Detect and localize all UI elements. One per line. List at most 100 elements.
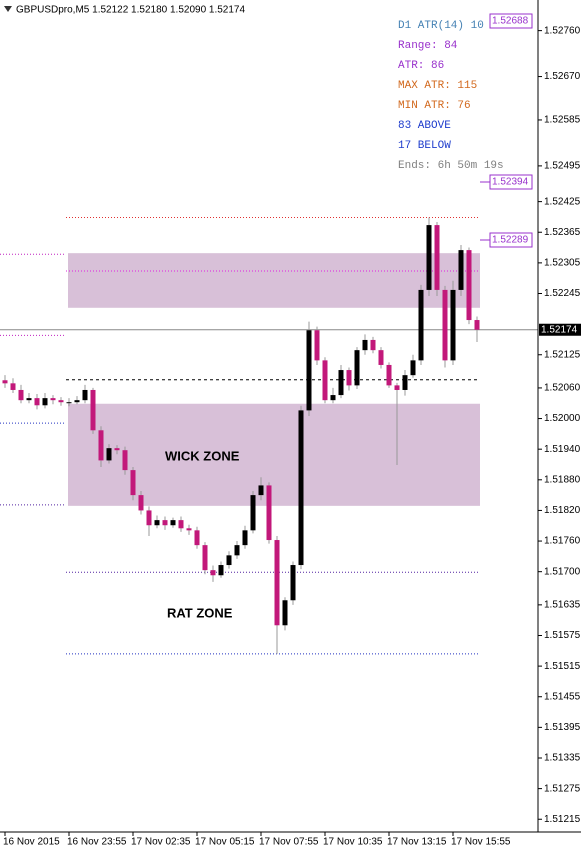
x-tick-label: 17 Nov 13:15 — [387, 837, 447, 848]
candle-body — [202, 545, 208, 571]
candle-body — [314, 330, 320, 361]
candle-body — [50, 398, 56, 401]
y-tick-label: 1.52000 — [544, 413, 581, 424]
candle-body — [290, 565, 296, 601]
y-tick-label: 1.51820 — [544, 505, 581, 516]
candle-body — [98, 430, 104, 461]
candle-body — [162, 520, 168, 526]
candle-body — [90, 389, 96, 431]
candle-body — [218, 565, 224, 576]
candle-body — [386, 364, 392, 386]
candle-body — [266, 485, 272, 541]
y-tick-label: 1.51635 — [544, 599, 581, 610]
candle-body — [122, 450, 128, 471]
candle-body — [474, 320, 480, 330]
current-price-box — [539, 323, 581, 336]
candle-body — [26, 398, 32, 401]
y-tick-label: 1.51880 — [544, 474, 581, 485]
y-tick-label: 1.51575 — [544, 630, 581, 641]
candle-body — [466, 250, 472, 321]
candle-body — [410, 360, 416, 376]
candle-body — [186, 528, 192, 531]
y-tick-label: 1.52365 — [544, 227, 581, 238]
candle-body — [370, 339, 376, 351]
y-tick-label: 1.52305 — [544, 258, 581, 269]
candle-body — [426, 225, 432, 290]
zone-label: WICK ZONE — [165, 448, 240, 463]
y-tick-label: 1.52125 — [544, 349, 581, 360]
indicator-text: Ends: 6h 50m 19s — [398, 160, 504, 172]
candle-body — [418, 289, 424, 361]
y-tick-label: 1.51215 — [544, 814, 581, 825]
candle-body — [58, 400, 64, 403]
candle-body — [346, 370, 352, 386]
candle-body — [450, 289, 456, 361]
price-box-label: 1.52394 — [492, 177, 529, 188]
candle-body — [194, 530, 200, 546]
shaded-zone — [68, 403, 480, 506]
x-tick-label: 17 Nov 07:55 — [259, 837, 319, 848]
candle-body — [106, 448, 112, 461]
y-tick-label: 1.52245 — [544, 288, 581, 299]
candle-body — [458, 250, 464, 290]
y-tick-label: 1.51455 — [544, 691, 581, 702]
candle-body — [178, 520, 184, 529]
candle-body — [2, 380, 8, 384]
y-tick-label: 1.51760 — [544, 536, 581, 547]
symbol-icon — [4, 6, 12, 12]
y-tick-label: 1.51940 — [544, 444, 581, 455]
y-tick-label: 1.51335 — [544, 753, 581, 764]
indicator-text: 17 BELOW — [398, 140, 451, 152]
candle-body — [394, 385, 400, 390]
candle-body — [298, 410, 304, 566]
indicator-text: ATR: 86 — [398, 60, 444, 72]
indicator-text: 83 ABOVE — [398, 120, 451, 132]
candle-body — [226, 555, 232, 566]
x-tick-label: 17 Nov 05:15 — [195, 837, 255, 848]
candle-body — [10, 383, 16, 390]
candle-body — [330, 395, 336, 401]
y-tick-label: 1.52585 — [544, 115, 581, 126]
candle-body — [282, 600, 288, 626]
price-box-label: 1.52289 — [492, 235, 529, 246]
price-box — [489, 13, 533, 29]
candle-body — [338, 370, 344, 396]
y-tick-label: 1.51515 — [544, 661, 581, 672]
candle-body — [74, 400, 80, 403]
chart-title: GBPUSDpro,M5 1.52122 1.52180 1.52090 1.5… — [16, 5, 245, 16]
candle-body — [354, 350, 360, 386]
y-tick-label: 1.51700 — [544, 566, 581, 577]
candle-body — [362, 339, 368, 351]
indicator-text: MIN ATR: 76 — [398, 100, 471, 112]
price-box — [489, 174, 533, 190]
candle-body — [322, 360, 328, 401]
candle-body — [442, 289, 448, 361]
candle-body — [114, 448, 120, 451]
candle-body — [378, 350, 384, 365]
candle-body — [34, 398, 40, 406]
candle-body — [66, 402, 72, 404]
candle-body — [170, 520, 176, 526]
candle-body — [306, 330, 312, 411]
x-tick-label: 16 Nov 23:55 — [67, 837, 127, 848]
price-box-label: 1.52688 — [492, 16, 529, 27]
price-box — [489, 232, 533, 248]
x-tick-label: 17 Nov 02:35 — [131, 837, 191, 848]
y-tick-label: 1.52670 — [544, 71, 581, 82]
candle-body — [250, 495, 256, 531]
candle-body — [18, 389, 24, 401]
x-tick-label: 17 Nov 10:35 — [323, 837, 383, 848]
zone-label: RAT ZONE — [167, 605, 233, 620]
candle-body — [130, 470, 136, 496]
x-tick-label: 16 Nov 2015 — [3, 837, 60, 848]
indicator-text: Range: 84 — [398, 40, 458, 52]
y-tick-label: 1.52760 — [544, 25, 581, 36]
current-price-label: 1.52174 — [541, 324, 578, 335]
shaded-zone — [68, 253, 480, 308]
y-tick-label: 1.51395 — [544, 722, 581, 733]
candle-body — [258, 485, 264, 496]
candle-body — [274, 540, 280, 626]
y-tick-label: 1.52425 — [544, 196, 581, 207]
candle-body — [154, 520, 160, 526]
